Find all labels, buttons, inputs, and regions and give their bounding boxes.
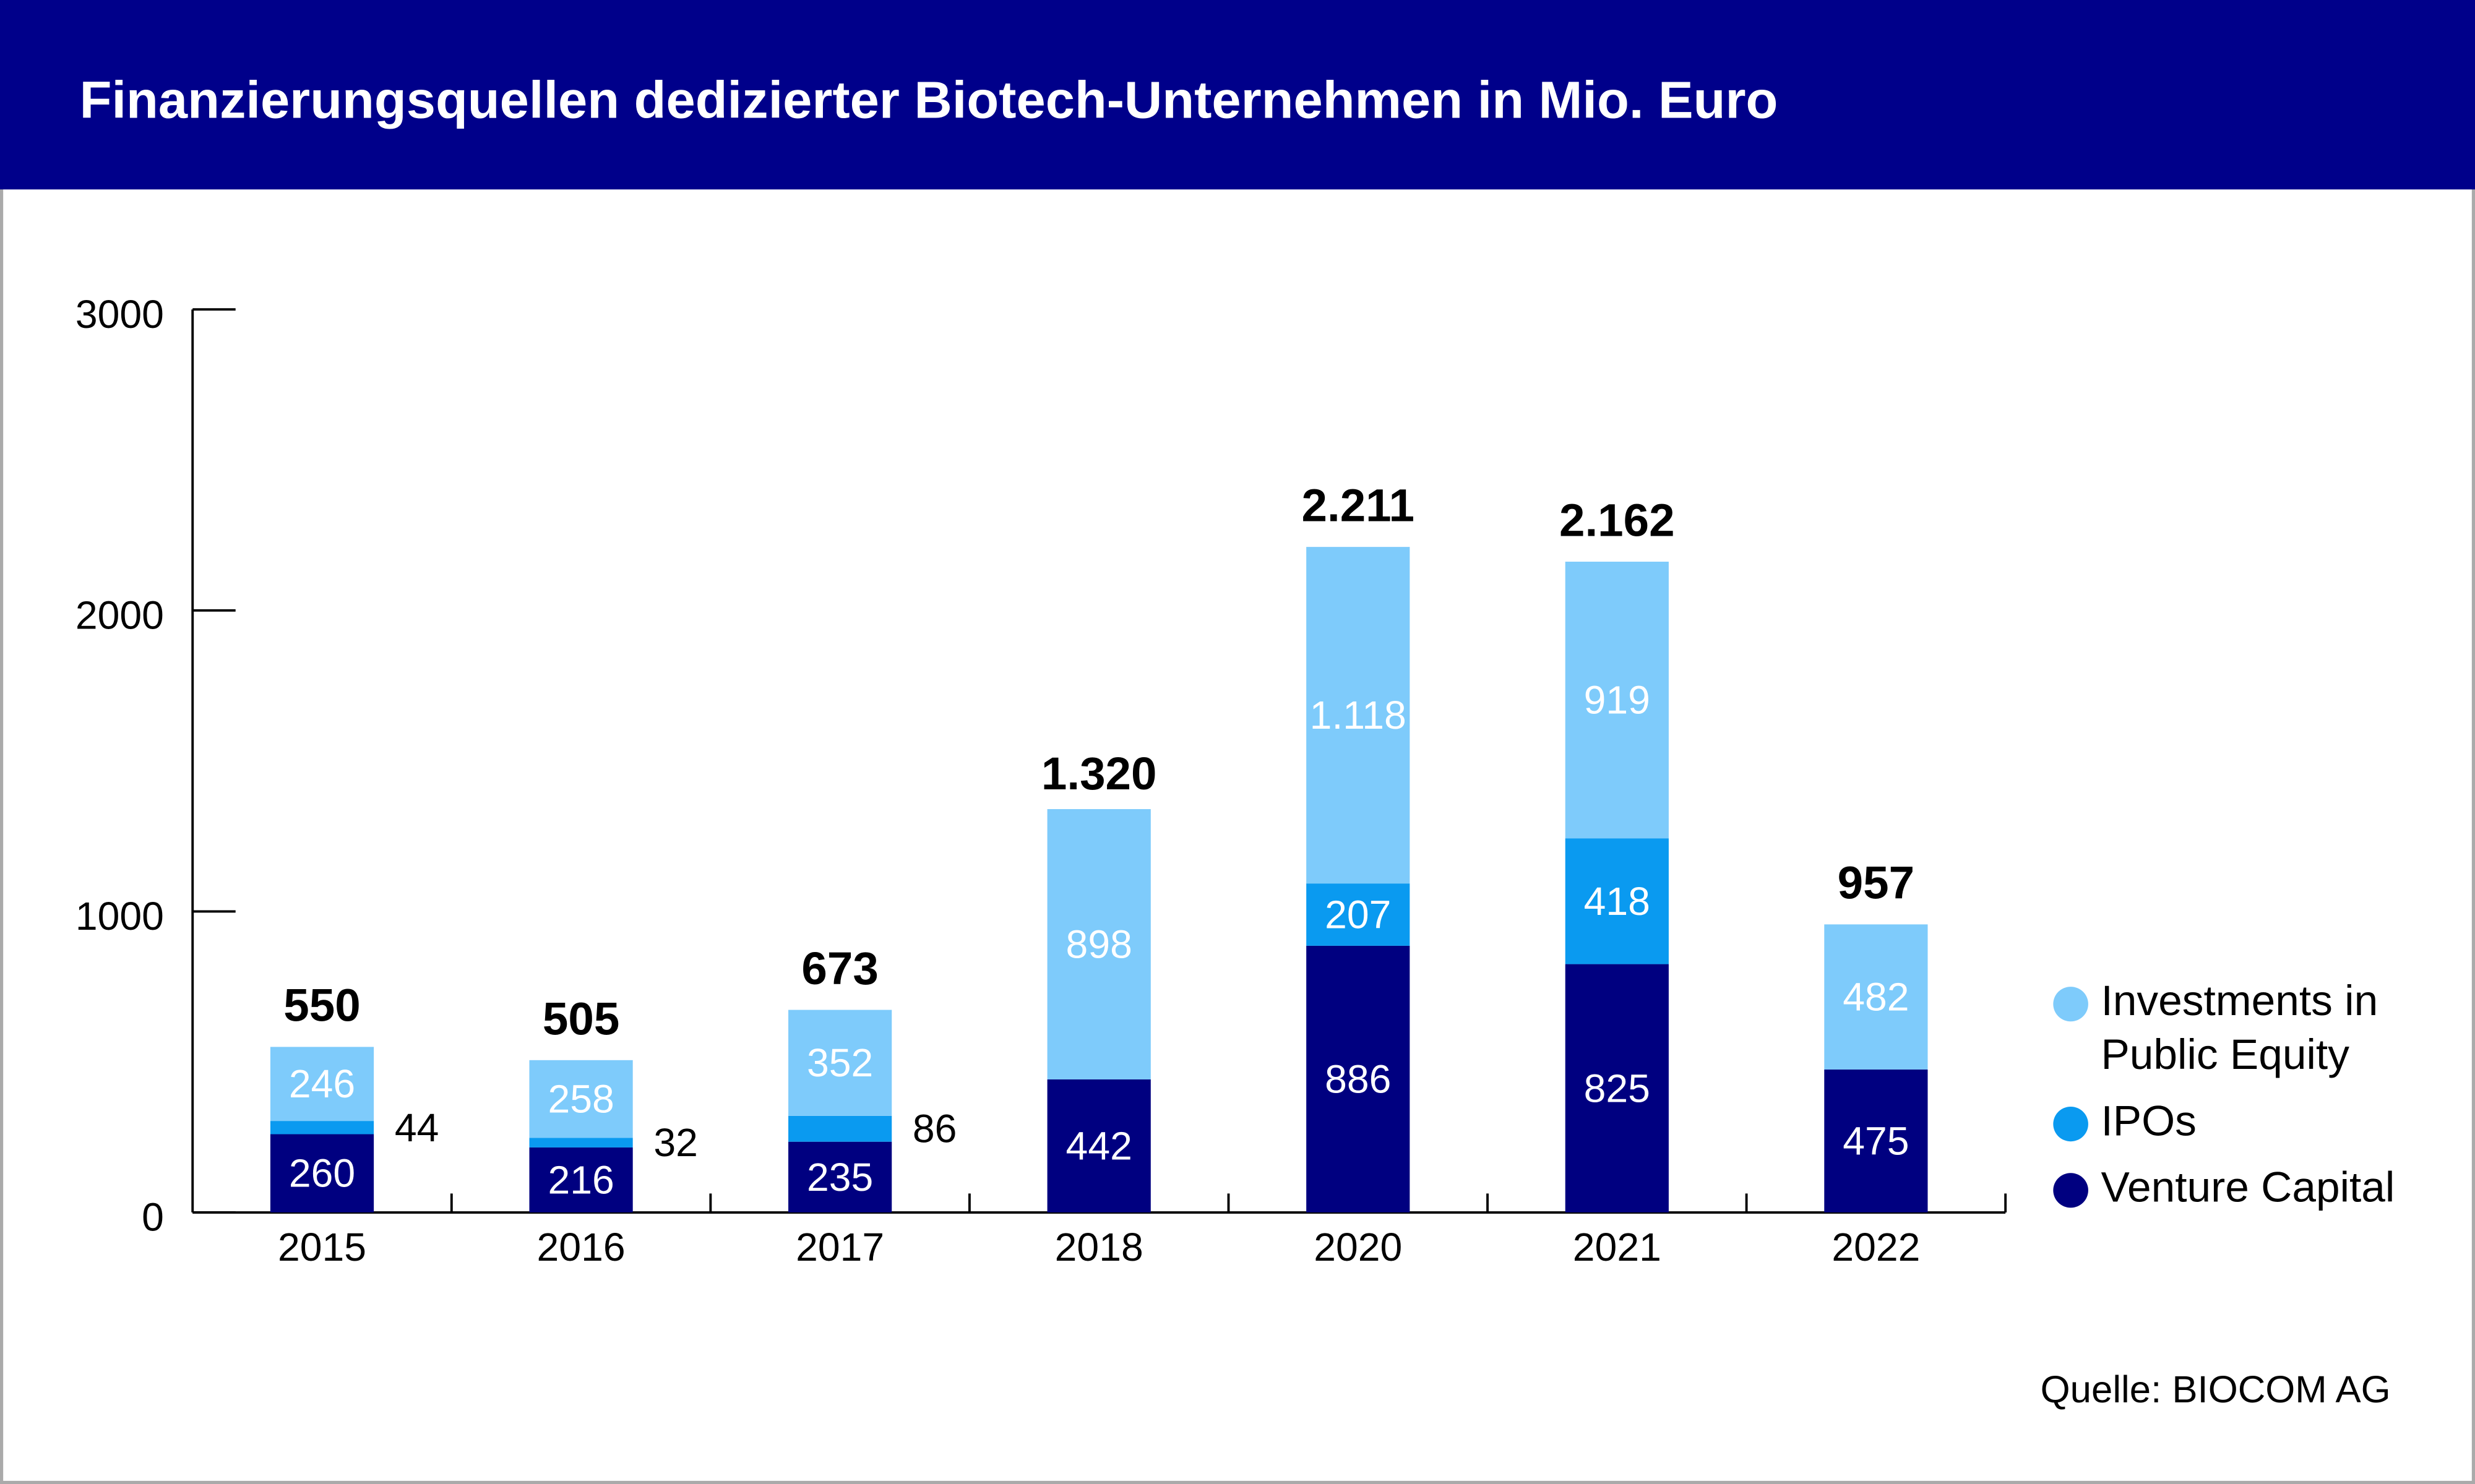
- value-label: 44: [395, 1105, 439, 1150]
- value-label: 898: [1066, 922, 1132, 967]
- value-label: 235: [807, 1155, 873, 1199]
- value-label: 475: [1843, 1119, 1909, 1164]
- source: Quelle: BIOCOM AG: [2041, 1368, 2391, 1411]
- chart-title: Finanzierungsquellen dedizierter Biotech…: [80, 71, 1778, 129]
- total-label: 1.320: [1041, 748, 1157, 799]
- value-label: 246: [289, 1062, 355, 1106]
- legend-label: Venture Capital: [2101, 1163, 2395, 1211]
- bar-segment: [1565, 838, 1669, 964]
- bar-segment: [1565, 561, 1669, 839]
- total-label: 2.162: [1559, 495, 1675, 546]
- legend-swatch: [2053, 1107, 2088, 1142]
- value-label: 919: [1584, 678, 1650, 723]
- value-label: 418: [1584, 879, 1650, 924]
- value-label: 216: [548, 1158, 614, 1203]
- legend-swatch: [2053, 987, 2088, 1022]
- bar-segment: [529, 1060, 633, 1138]
- x-tick-label: 2021: [1573, 1225, 1661, 1269]
- bar-segment: [529, 1147, 633, 1213]
- y-tick-label: 3000: [75, 292, 164, 337]
- value-label: 825: [1584, 1066, 1650, 1110]
- bar-segment: [270, 1121, 374, 1134]
- value-label: 886: [1325, 1057, 1391, 1102]
- y-tick-label: 1000: [75, 894, 164, 938]
- legend-label: IPOs: [2101, 1097, 2196, 1145]
- value-label: 86: [913, 1107, 957, 1151]
- y-tick-label: 0: [142, 1195, 164, 1240]
- value-label: 32: [653, 1120, 698, 1165]
- title-bar: [0, 0, 2475, 190]
- value-label: 258: [548, 1077, 614, 1122]
- x-tick-label: 2022: [1832, 1225, 1920, 1269]
- total-label: 957: [1838, 857, 1914, 909]
- bar-segment: [270, 1047, 374, 1122]
- total-label: 550: [283, 980, 360, 1031]
- bar-segment: [1306, 547, 1410, 884]
- bar-segment: [270, 1134, 374, 1213]
- bar-segment: [1824, 924, 1928, 1070]
- total-label: 673: [801, 943, 878, 994]
- value-label: 482: [1843, 975, 1909, 1019]
- value-label: 442: [1066, 1124, 1132, 1169]
- bar-segment: [788, 1115, 892, 1142]
- x-tick-label: 2017: [796, 1225, 884, 1269]
- total-label: 505: [543, 993, 619, 1045]
- bar-segment: [1565, 964, 1669, 1213]
- value-label: 207: [1325, 893, 1391, 937]
- x-tick-label: 2016: [537, 1225, 626, 1269]
- bar-segment: [1824, 1069, 1928, 1213]
- value-label: 260: [289, 1151, 355, 1196]
- value-label: 352: [807, 1040, 873, 1085]
- value-label: 1.118: [1310, 693, 1406, 737]
- legend-swatch: [2053, 1173, 2088, 1208]
- bar-segment: [788, 1141, 892, 1213]
- bar-segment: [1306, 945, 1410, 1213]
- bar-segment: [529, 1138, 633, 1147]
- y-tick-label: 2000: [75, 593, 164, 638]
- x-tick-label: 2015: [278, 1225, 366, 1269]
- x-tick-label: 2018: [1055, 1225, 1143, 1269]
- total-label: 2.211: [1301, 480, 1414, 531]
- bar-segment: [1047, 1079, 1151, 1213]
- bar-segment: [1047, 808, 1151, 1079]
- x-tick-label: 2020: [1314, 1225, 1402, 1269]
- bar-segment: [1306, 883, 1410, 946]
- bar-segment: [788, 1010, 892, 1116]
- legend-label: Investments in Public Equity: [2101, 977, 2378, 1078]
